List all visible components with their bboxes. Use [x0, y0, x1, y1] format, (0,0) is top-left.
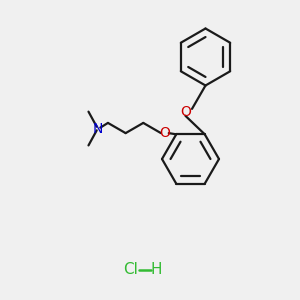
Text: H: H [150, 262, 162, 278]
Text: O: O [180, 105, 191, 119]
Text: Cl: Cl [123, 262, 138, 278]
Text: O: O [159, 126, 170, 140]
Text: N: N [93, 122, 104, 136]
